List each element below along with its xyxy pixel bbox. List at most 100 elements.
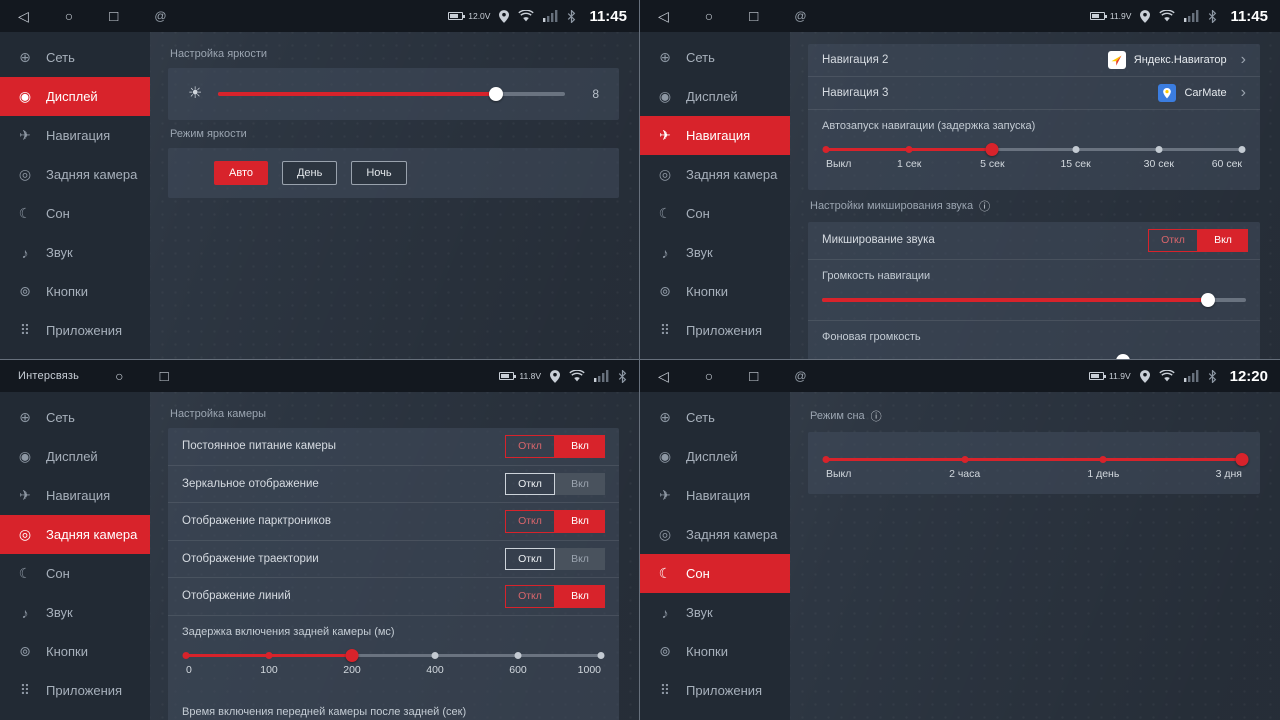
toggle-on-button[interactable]: Вкл <box>555 472 605 495</box>
slider-tick[interactable] <box>1072 146 1080 153</box>
sidebar-item-buttons[interactable]: ⊚ Кнопки <box>640 632 790 671</box>
home-icon[interactable]: ○ <box>64 8 74 24</box>
toggle-off-button[interactable]: Откл <box>1148 229 1198 252</box>
slider-thumb[interactable] <box>1235 453 1249 466</box>
slider-track[interactable] <box>822 143 1246 156</box>
setting-toggle[interactable]: Откл Вкл <box>505 510 605 533</box>
home-icon[interactable]: ○ <box>115 368 124 384</box>
toggle-on-button[interactable]: Вкл <box>1198 229 1248 252</box>
sidebar-item-buttons[interactable]: ⊚ Кнопки <box>640 272 790 311</box>
sidebar-item-sound[interactable]: ♪ Звук <box>0 593 150 632</box>
slider-thumb[interactable] <box>985 143 999 156</box>
sleep-mode-slider[interactable]: Выкл 2 часа 1 день 3 дня <box>822 452 1249 488</box>
setting-toggle[interactable]: Откл Вкл <box>505 547 605 570</box>
toggle-on-button[interactable]: Вкл <box>555 585 605 608</box>
sidebar-item-navigation[interactable]: ✈ Навигация <box>0 116 150 155</box>
slider-tick[interactable] <box>431 651 439 659</box>
back-icon[interactable]: ◁ <box>18 8 29 24</box>
home-icon[interactable]: ○ <box>704 8 714 24</box>
info-icon[interactable]: ⓘ <box>870 411 882 423</box>
info-icon[interactable]: ⓘ <box>979 201 991 213</box>
recents-icon[interactable]: □ <box>749 7 759 25</box>
slider-tick[interactable] <box>265 651 273 659</box>
sidebar-item-rear-camera[interactable]: ◎ Задняя камера <box>640 515 790 554</box>
sidebar-item-display[interactable]: ◉ Дисплей <box>0 437 150 476</box>
slider-thumb[interactable] <box>1116 353 1131 359</box>
nav-autostart-slider[interactable]: Выкл 1 сек 5 сек 15 сек 30 сек 60 сек <box>822 142 1246 178</box>
slider-thumb[interactable] <box>1200 292 1215 307</box>
sidebar-item-sleep[interactable]: ☾ Сон <box>640 554 790 593</box>
sidebar-item-navigation[interactable]: ✈ Навигация <box>640 116 790 155</box>
sidebar-item-network[interactable]: ⊕ Сеть <box>0 38 150 77</box>
slider-tick[interactable] <box>1099 456 1107 463</box>
slider-thumb[interactable] <box>488 87 503 101</box>
at-icon[interactable]: @ <box>794 369 807 383</box>
sidebar-item-buttons[interactable]: ⊚ Кнопки <box>0 632 150 671</box>
home-icon[interactable]: ○ <box>704 368 714 384</box>
slider-tick[interactable] <box>1155 146 1163 153</box>
slider-tick[interactable] <box>1238 146 1246 153</box>
slider-track[interactable] <box>822 453 1249 466</box>
slider-tick[interactable] <box>822 456 830 463</box>
slider-tick[interactable] <box>961 456 969 463</box>
setting-toggle[interactable]: Откл Вкл <box>505 585 605 608</box>
sidebar-item-apps[interactable]: ⠿ Приложения <box>640 311 790 350</box>
bg-volume-slider[interactable] <box>822 353 1246 359</box>
sidebar-item-network[interactable]: ⊕ Сеть <box>0 398 150 437</box>
sidebar-item-sound[interactable]: ♪ Звук <box>640 233 790 272</box>
camera-delay-slider[interactable]: 0 100 200 400 600 1000 <box>182 648 605 684</box>
toggle-on-button[interactable]: Вкл <box>555 547 605 570</box>
sidebar-item-rear-camera[interactable]: ◎ Задняя камера <box>0 515 150 554</box>
navigation3-row[interactable]: Навигация 3 CarMate › <box>808 77 1260 109</box>
back-icon[interactable]: ◁ <box>658 368 669 384</box>
sidebar-item-navigation[interactable]: ✈ Навигация <box>0 476 150 515</box>
sound-mixing-toggle[interactable]: Откл Вкл <box>1148 229 1248 252</box>
toggle-off-button[interactable]: Откл <box>505 472 555 495</box>
sidebar-item-display[interactable]: ◉ Дисплей <box>640 437 790 476</box>
sidebar-item-apps[interactable]: ⠿ Приложения <box>640 671 790 710</box>
sidebar-item-apps[interactable]: ⠿ Приложения <box>0 671 150 710</box>
sidebar-item-buttons[interactable]: ⊚ Кнопки <box>0 272 150 311</box>
sidebar-item-display[interactable]: ◉ Дисплей <box>0 77 150 116</box>
toggle-off-button[interactable]: Откл <box>505 510 555 533</box>
slider-tick[interactable] <box>822 146 830 153</box>
toggle-on-button[interactable]: Вкл <box>555 435 605 458</box>
recents-icon[interactable]: □ <box>109 7 119 25</box>
camera-toggle-rows: Постоянное питание камеры Откл Вкл Зеркальн… <box>168 428 619 616</box>
slider-track[interactable] <box>182 648 605 662</box>
slider-tick[interactable] <box>905 146 913 153</box>
sidebar-item-network[interactable]: ⊕ Сеть <box>640 38 790 77</box>
sidebar-item-rear-camera[interactable]: ◎ Задняя камера <box>0 155 150 194</box>
sidebar-item-network[interactable]: ⊕ Сеть <box>640 398 790 437</box>
toggle-off-button[interactable]: Откл <box>505 585 555 608</box>
recents-icon[interactable]: □ <box>749 367 759 385</box>
recents-icon[interactable]: □ <box>159 367 169 385</box>
setting-toggle[interactable]: Откл Вкл <box>505 472 605 495</box>
mode-button-3[interactable]: Ночь <box>351 161 407 185</box>
navigation2-row[interactable]: Навигация 2 Яндекс.Навигатор › <box>808 44 1260 76</box>
toggle-off-button[interactable]: Откл <box>505 547 555 570</box>
sidebar-item-sleep[interactable]: ☾ Сон <box>640 194 790 233</box>
toggle-on-button[interactable]: Вкл <box>555 510 605 533</box>
mode-button-1[interactable]: Авто <box>214 161 268 185</box>
mode-button-2[interactable]: День <box>281 161 338 185</box>
brightness-slider[interactable] <box>218 86 565 102</box>
at-icon[interactable]: @ <box>154 9 167 23</box>
sidebar-item-navigation[interactable]: ✈ Навигация <box>640 476 790 515</box>
back-icon[interactable]: ◁ <box>658 8 669 24</box>
setting-toggle[interactable]: Откл Вкл <box>505 435 605 458</box>
sidebar-item-sleep[interactable]: ☾ Сон <box>0 554 150 593</box>
sidebar-item-display[interactable]: ◉ Дисплей <box>640 77 790 116</box>
slider-tick[interactable] <box>182 651 190 659</box>
sidebar-item-sound[interactable]: ♪ Звук <box>640 593 790 632</box>
at-icon[interactable]: @ <box>794 9 807 23</box>
slider-thumb[interactable] <box>345 648 359 662</box>
slider-tick[interactable] <box>597 651 605 659</box>
sidebar-item-sound[interactable]: ♪ Звук <box>0 233 150 272</box>
slider-tick[interactable] <box>514 651 522 659</box>
sidebar-item-apps[interactable]: ⠿ Приложения <box>0 311 150 350</box>
sidebar-item-rear-camera[interactable]: ◎ Задняя камера <box>640 155 790 194</box>
sidebar-item-sleep[interactable]: ☾ Сон <box>0 194 150 233</box>
nav-volume-slider[interactable] <box>822 292 1246 308</box>
toggle-off-button[interactable]: Откл <box>505 435 555 458</box>
